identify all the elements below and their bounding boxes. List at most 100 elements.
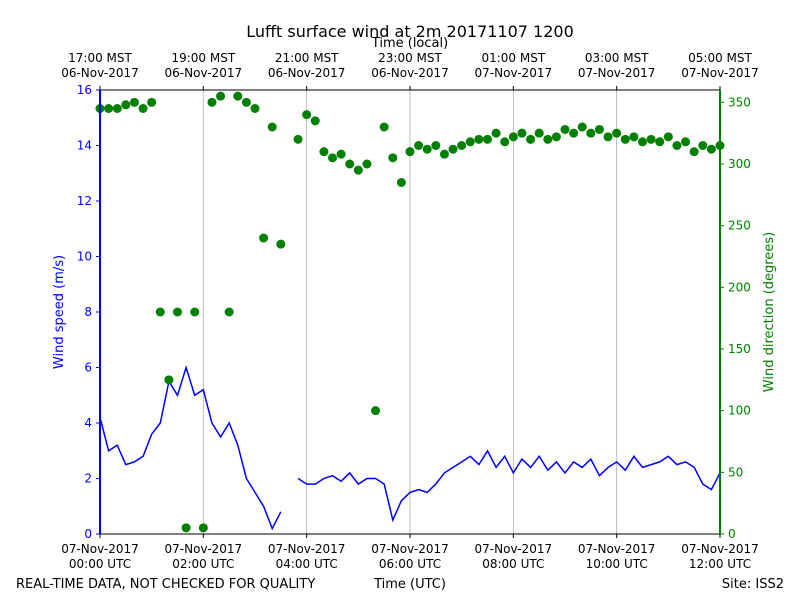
y-tick-label: 0 bbox=[84, 527, 92, 541]
y-tick-label: 10 bbox=[77, 250, 92, 264]
direction-point bbox=[293, 134, 303, 144]
direction-point bbox=[655, 137, 665, 147]
y2-tick-label: 150 bbox=[728, 342, 751, 356]
direction-point bbox=[560, 124, 570, 134]
direction-point bbox=[672, 141, 682, 150]
direction-point bbox=[310, 116, 320, 126]
direction-point bbox=[551, 132, 561, 142]
direction-point bbox=[362, 159, 372, 169]
direction-point bbox=[259, 233, 269, 243]
direction-point bbox=[646, 134, 656, 144]
direction-point bbox=[681, 137, 691, 147]
x-tick-label: 07-Nov-2017 08:00 UTC bbox=[475, 542, 553, 571]
direction-point bbox=[181, 523, 191, 533]
speed-line bbox=[99, 364, 721, 531]
y-tick-label: 8 bbox=[84, 305, 92, 319]
direction-point bbox=[155, 307, 165, 317]
direction-point bbox=[121, 100, 131, 110]
y2-axis-label: Wind direction (degrees) bbox=[762, 232, 777, 392]
direction-point bbox=[173, 307, 182, 317]
direction-point bbox=[345, 159, 355, 169]
direction-point bbox=[379, 122, 389, 132]
y-tick-label: 6 bbox=[84, 361, 92, 375]
direction-point bbox=[706, 144, 716, 154]
x2-tick-label: 21:00 MST 06-Nov-2017 bbox=[268, 51, 346, 80]
direction-point bbox=[534, 128, 544, 138]
direction-point bbox=[129, 97, 139, 107]
y-axis-label: Wind speed (m/s) bbox=[52, 255, 67, 369]
direction-point bbox=[302, 110, 312, 120]
direction-point bbox=[267, 122, 277, 132]
direction-point bbox=[233, 91, 243, 101]
y2-tick-label: 300 bbox=[728, 157, 751, 171]
direction-point bbox=[500, 137, 510, 147]
direction-point bbox=[620, 134, 630, 144]
y2-tick-label: 200 bbox=[728, 280, 751, 294]
y-tick-label: 4 bbox=[84, 416, 92, 430]
direction-point bbox=[207, 97, 217, 107]
direction-point bbox=[414, 141, 424, 150]
direction-point bbox=[569, 128, 579, 138]
direction-point bbox=[112, 104, 122, 113]
direction-point bbox=[629, 132, 639, 142]
direction-point bbox=[543, 134, 553, 144]
y2-tick-label: 0 bbox=[728, 527, 736, 541]
direction-point bbox=[638, 137, 647, 147]
direction-point bbox=[104, 104, 114, 113]
direction-point bbox=[147, 97, 157, 107]
direction-point bbox=[483, 134, 492, 144]
direction-point bbox=[612, 128, 622, 138]
x2-tick-label: 23:00 MST 06-Nov-2017 bbox=[371, 51, 449, 80]
direction-point bbox=[250, 104, 260, 113]
chart-title: Lufft surface wind at 2m 20171107 1200 bbox=[246, 22, 574, 41]
x2-axis-label: Time (local) bbox=[371, 36, 448, 51]
direction-point bbox=[577, 122, 587, 132]
direction-point bbox=[491, 128, 501, 138]
x2-tick-label: 05:00 MST 07-Nov-2017 bbox=[681, 51, 759, 80]
direction-point bbox=[164, 375, 174, 385]
direction-point bbox=[138, 104, 148, 113]
direction-point bbox=[224, 307, 234, 317]
x-tick-label: 07-Nov-2017 00:00 UTC bbox=[61, 542, 139, 571]
direction-point bbox=[586, 128, 596, 138]
direction-point bbox=[353, 165, 363, 175]
direction-point bbox=[663, 132, 673, 142]
y2-tick-label: 250 bbox=[728, 219, 751, 233]
direction-point bbox=[388, 153, 398, 163]
direction-point bbox=[439, 149, 449, 159]
x-tick-label: 07-Nov-2017 06:00 UTC bbox=[371, 542, 449, 571]
direction-point bbox=[422, 144, 432, 154]
footer-site: Site: ISS2 bbox=[722, 577, 784, 592]
direction-point bbox=[319, 147, 329, 157]
footer-note: REAL-TIME DATA, NOT CHECKED FOR QUALITY bbox=[16, 577, 315, 592]
direction-point bbox=[448, 144, 458, 154]
direction-point bbox=[603, 132, 613, 142]
direction-point bbox=[276, 239, 286, 249]
direction-point bbox=[508, 132, 518, 142]
x2-tick-label: 17:00 MST 06-Nov-2017 bbox=[61, 51, 139, 80]
x-tick-label: 07-Nov-2017 10:00 UTC bbox=[578, 542, 656, 571]
y2-tick-label: 50 bbox=[728, 465, 743, 479]
y-tick-label: 2 bbox=[84, 472, 92, 486]
x-axis-label: Time (UTC) bbox=[373, 577, 446, 592]
direction-point bbox=[328, 153, 337, 163]
direction-point bbox=[474, 134, 484, 144]
y2-tick-label: 100 bbox=[728, 404, 751, 418]
y-tick-label: 12 bbox=[77, 194, 92, 208]
x-tick-label: 07-Nov-2017 12:00 UTC bbox=[681, 542, 759, 571]
direction-point bbox=[190, 307, 200, 317]
direction-point bbox=[241, 97, 251, 107]
direction-point bbox=[371, 406, 381, 416]
direction-point bbox=[517, 128, 527, 138]
direction-point bbox=[405, 147, 415, 157]
y-tick-label: 14 bbox=[77, 139, 92, 153]
direction-point bbox=[336, 149, 346, 159]
direction-point bbox=[594, 124, 604, 134]
direction-point bbox=[457, 141, 467, 150]
direction-point bbox=[698, 141, 708, 150]
x2-tick-label: 19:00 MST 06-Nov-2017 bbox=[165, 51, 243, 80]
direction-point bbox=[465, 137, 475, 147]
x2-tick-label: 01:00 MST 07-Nov-2017 bbox=[475, 51, 553, 80]
x2-tick-label: 03:00 MST 07-Nov-2017 bbox=[578, 51, 656, 80]
